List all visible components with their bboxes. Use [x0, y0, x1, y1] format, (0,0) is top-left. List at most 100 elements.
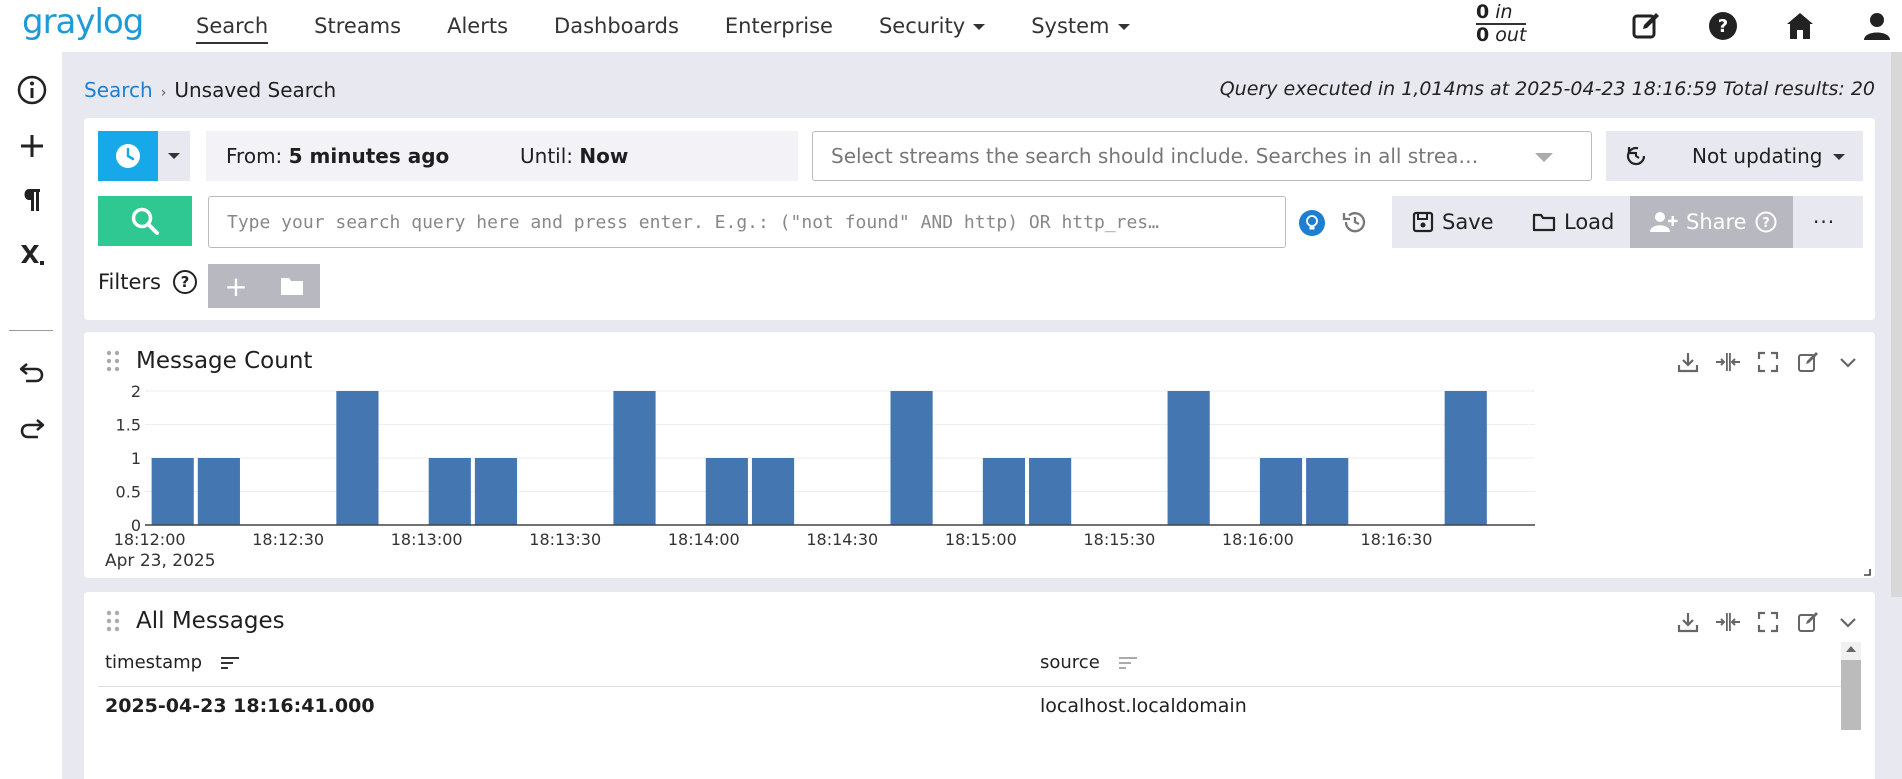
table-row-source[interactable]: localhost.localdomain — [1040, 695, 1247, 717]
column-header-timestamp[interactable]: timestamp — [105, 652, 240, 673]
top-icons: ? — [1628, 8, 1902, 44]
y-tick-label: 1.5 — [116, 416, 141, 435]
chevron-down-icon[interactable] — [1833, 608, 1863, 636]
redo-icon[interactable] — [12, 408, 52, 448]
nav-item-label: Security — [878, 14, 966, 38]
subscript-icon[interactable] — [12, 234, 52, 274]
page-scrollbar[interactable] — [1891, 52, 1902, 597]
caret-down-icon — [1117, 24, 1130, 30]
resize-handle-icon[interactable] — [1863, 568, 1871, 576]
share-button[interactable]: Share ? — [1630, 196, 1793, 248]
help-icon[interactable]: ? — [172, 270, 197, 294]
filters-section: Filters ? — [98, 270, 197, 294]
time-range-display[interactable]: From: 5 minutes ago Until: Now — [206, 131, 798, 181]
widget-actions — [1663, 608, 1863, 636]
throughput-out-label: out — [1495, 24, 1527, 46]
search-icon — [131, 207, 159, 235]
download-icon[interactable] — [1673, 608, 1703, 636]
x-tick-label: 18:12:00 — [114, 530, 186, 549]
nav-item-security[interactable]: Security — [878, 0, 986, 52]
nav-item-dashboards[interactable]: Dashboards — [554, 0, 679, 52]
sort-icon[interactable] — [1118, 655, 1138, 671]
info-icon[interactable] — [12, 70, 52, 110]
refresh-control[interactable]: Not updating — [1606, 131, 1863, 181]
add-filter-button[interactable]: + — [208, 264, 264, 308]
message-count-chart: 0 0.5 1 1.5 2 18:12:00 18:12:30 18:13:00 18:13:3… — [114, 382, 1535, 549]
user-icon[interactable] — [1859, 8, 1895, 44]
save-button[interactable]: Save — [1392, 196, 1514, 248]
chart-bar[interactable] — [336, 391, 379, 525]
nav-item-label: Search — [196, 14, 269, 38]
breadcrumb: Search › Unsaved Search — [84, 78, 336, 102]
scroll-up-icon[interactable] — [1844, 644, 1858, 654]
expand-width-icon[interactable] — [1713, 608, 1743, 636]
throughput-in-value: 0 — [1476, 1, 1490, 23]
sort-icon[interactable] — [220, 655, 240, 671]
lightbulb-icon[interactable] — [1299, 210, 1325, 236]
chart-bar[interactable] — [705, 458, 748, 525]
drag-handle-icon[interactable] — [106, 610, 120, 636]
chart-bar[interactable] — [1259, 458, 1303, 525]
chart-bar[interactable] — [428, 458, 471, 525]
chart-bar[interactable] — [613, 391, 656, 525]
nav-menu: Search Streams Alerts Dashboards Enterpr… — [196, 0, 1176, 52]
drag-handle-icon[interactable] — [106, 350, 120, 376]
undo-icon[interactable] — [12, 352, 52, 392]
chart-bar[interactable] — [751, 458, 795, 525]
chart-bar[interactable] — [1444, 391, 1487, 525]
search-bar-panel: From: 5 minutes ago Until: Now Select st… — [84, 118, 1875, 320]
chart-bar[interactable] — [1029, 458, 1072, 525]
x-tick-label: 18:15:00 — [945, 530, 1017, 549]
top-navigation: graylog Search Streams Alerts Dashboards… — [0, 0, 1902, 52]
help-icon[interactable]: ? — [1705, 8, 1741, 44]
edit-icon[interactable] — [1793, 608, 1823, 636]
search-query-placeholder: Type your search query here and press en… — [227, 211, 1159, 233]
fullscreen-icon[interactable] — [1753, 608, 1783, 636]
nav-item-enterprise[interactable]: Enterprise — [725, 0, 833, 52]
throughput-indicator[interactable]: 0 in 0 out — [1476, 1, 1527, 46]
chart-bar[interactable] — [890, 391, 933, 525]
nav-item-streams[interactable]: Streams — [314, 0, 401, 52]
throughput-in-label: in — [1495, 1, 1513, 23]
history-icon[interactable] — [1341, 208, 1369, 240]
graylog-logo[interactable]: graylog — [22, 2, 144, 42]
search-button[interactable] — [98, 196, 192, 246]
expand-width-icon[interactable] — [1713, 348, 1743, 376]
chart-bar[interactable] — [1306, 458, 1349, 525]
paragraph-icon[interactable] — [12, 180, 52, 220]
load-filter-button[interactable] — [264, 264, 320, 308]
download-icon[interactable] — [1673, 348, 1703, 376]
edit-icon[interactable] — [1793, 348, 1823, 376]
nav-item-label: System — [1031, 14, 1110, 38]
ellipsis-icon: ··· — [1813, 210, 1836, 234]
search-query-input[interactable]: Type your search query here and press en… — [208, 196, 1286, 248]
refresh-label: Not updating — [1692, 144, 1823, 168]
nav-item-system[interactable]: System — [1031, 0, 1130, 52]
chart-bar[interactable] — [1167, 391, 1210, 525]
chart-bar[interactable] — [474, 458, 518, 525]
nav-item-search[interactable]: Search — [196, 0, 269, 52]
time-range-dropdown-button[interactable] — [158, 131, 190, 181]
breadcrumb-separator-icon: › — [160, 85, 167, 101]
table-row-timestamp[interactable]: 2025-04-23 18:16:41.000 — [105, 695, 375, 717]
chart-bar[interactable] — [982, 458, 1026, 525]
plus-icon[interactable] — [12, 126, 52, 166]
streams-select[interactable]: Select streams the search should include… — [812, 131, 1592, 181]
chart-bar[interactable] — [197, 458, 240, 525]
folder-icon — [1532, 213, 1556, 232]
home-icon[interactable] — [1782, 8, 1818, 44]
fullscreen-icon[interactable] — [1753, 348, 1783, 376]
caret-down-icon — [973, 24, 986, 30]
time-range-type-button[interactable] — [98, 131, 158, 181]
chevron-down-icon[interactable] — [1833, 348, 1863, 376]
load-button[interactable]: Load — [1514, 196, 1630, 248]
chart-bar[interactable] — [151, 458, 194, 525]
edit-icon[interactable] — [1628, 8, 1664, 44]
breadcrumb-current: Unsaved Search — [174, 78, 337, 102]
nav-item-alerts[interactable]: Alerts — [447, 0, 508, 52]
more-actions-button[interactable]: ··· — [1793, 196, 1863, 248]
table-scrollbar-thumb[interactable] — [1841, 660, 1861, 730]
column-header-source[interactable]: source — [1040, 652, 1138, 673]
breadcrumb-root-link[interactable]: Search — [84, 78, 153, 102]
column-header-label: timestamp — [105, 652, 203, 673]
